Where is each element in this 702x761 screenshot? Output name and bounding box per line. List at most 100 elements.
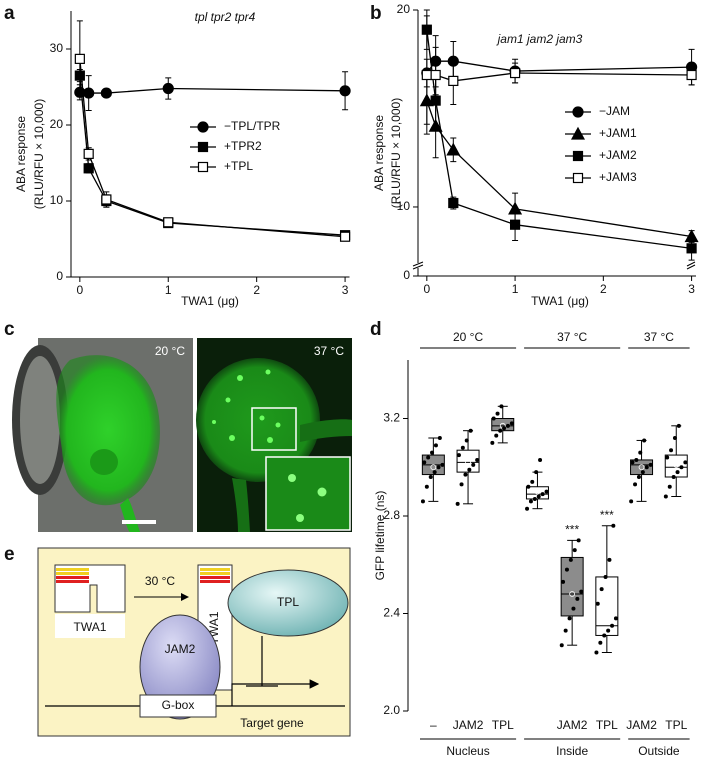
y-tick-label: 30 <box>50 41 64 55</box>
data-point <box>638 450 643 455</box>
marker <box>83 87 95 99</box>
axis-break <box>686 261 696 270</box>
y-tick-label: 0 <box>56 269 63 283</box>
data-point <box>505 423 510 428</box>
data-point <box>499 404 504 409</box>
data-point <box>575 596 580 601</box>
y-tick-label: 3.2 <box>383 411 400 425</box>
x-tick-label: JAM2 <box>453 718 484 732</box>
data-point <box>544 489 549 494</box>
mean <box>673 461 680 468</box>
data-point <box>530 479 535 484</box>
data-point <box>633 482 638 487</box>
marker <box>448 197 459 209</box>
significance: *** <box>600 508 614 522</box>
data-point <box>424 484 429 489</box>
x-tick-label: 0 <box>423 282 430 296</box>
data-point <box>634 457 639 462</box>
data-point <box>456 453 461 458</box>
marker <box>430 69 441 81</box>
temperature-label: 37 °C <box>557 330 587 344</box>
y-tick-label: 20 <box>50 117 64 131</box>
x-tick-label: JAM2 <box>557 718 588 732</box>
data-point <box>420 499 425 504</box>
x-tick-label: 0 <box>76 283 83 297</box>
data-point <box>455 501 460 506</box>
legend-label: +TPR2 <box>224 139 262 153</box>
panel-label: d <box>370 319 382 340</box>
data-point <box>679 465 684 470</box>
marker <box>509 219 521 230</box>
series-line <box>79 75 346 236</box>
legend-marker <box>572 106 584 118</box>
data-point <box>683 460 688 465</box>
data-point <box>559 643 564 648</box>
protein-label: TPL <box>277 595 299 609</box>
data-point <box>491 416 496 421</box>
axis-break <box>412 261 424 270</box>
data-point <box>567 616 572 621</box>
gene-label: Target gene <box>240 716 304 730</box>
marker <box>448 75 459 87</box>
data-point <box>602 633 607 638</box>
panel-label: a <box>4 3 15 24</box>
legend-label: −JAM <box>599 104 630 118</box>
marker <box>162 82 174 95</box>
data-point <box>433 443 438 448</box>
y-tick-label: 20 <box>397 2 411 16</box>
data-point <box>598 640 603 645</box>
marker <box>686 243 697 254</box>
data-point <box>426 455 431 460</box>
protein-label: TWA1 <box>74 620 107 634</box>
data-point <box>532 496 537 501</box>
data-point <box>667 484 672 489</box>
data-point <box>599 587 604 592</box>
data-point <box>495 411 500 416</box>
y-tick-label: 10 <box>50 193 64 207</box>
temperature-label: 37 °C <box>644 330 674 344</box>
data-point <box>572 548 577 553</box>
data-point <box>630 460 635 465</box>
temperature-label: 37 °C <box>314 344 344 358</box>
x-tick-label: 2 <box>600 282 607 296</box>
mean <box>638 464 645 471</box>
data-point <box>642 438 647 443</box>
data-point <box>436 465 441 470</box>
marker <box>74 53 85 64</box>
data-point <box>629 499 634 504</box>
series-line <box>79 58 346 238</box>
chart-title: jam1 jam2 jam3 <box>496 32 583 46</box>
data-point <box>640 470 645 475</box>
data-point <box>564 567 569 572</box>
panel-label: c <box>4 319 15 340</box>
mean <box>465 459 471 466</box>
legend-label: +JAM1 <box>599 126 637 140</box>
y-axis-label: ABA response <box>14 116 28 192</box>
x-tick-label: 3 <box>688 282 695 296</box>
arrow-label: 30 °C <box>145 574 175 588</box>
mean <box>569 591 576 597</box>
marker <box>101 194 112 205</box>
y-axis-label: GFP lifetime (ns) <box>373 491 387 581</box>
data-point <box>603 574 608 579</box>
diagram: TWA1 30 °C TWA1 TPL JAM2 G-box Target ge… <box>37 547 351 737</box>
data-point <box>534 470 539 475</box>
y-tick-label: 2.8 <box>383 508 400 522</box>
element-label: G-box <box>162 698 195 712</box>
series-line <box>426 60 692 74</box>
mean <box>603 613 610 619</box>
data-point <box>471 462 476 467</box>
data-point <box>644 465 649 470</box>
data-point <box>669 448 674 453</box>
data-point <box>432 470 437 475</box>
data-point <box>536 494 541 499</box>
data-point <box>665 455 670 460</box>
x-tick-label: TPL <box>596 718 618 732</box>
box <box>630 459 654 476</box>
group-label: Outside <box>638 744 680 758</box>
marker <box>421 69 432 81</box>
x-tick-label: JAM2 <box>626 718 657 732</box>
y-axis-label: ABA response <box>372 115 386 191</box>
x-axis-label: TWA1 (μg) <box>181 294 239 308</box>
